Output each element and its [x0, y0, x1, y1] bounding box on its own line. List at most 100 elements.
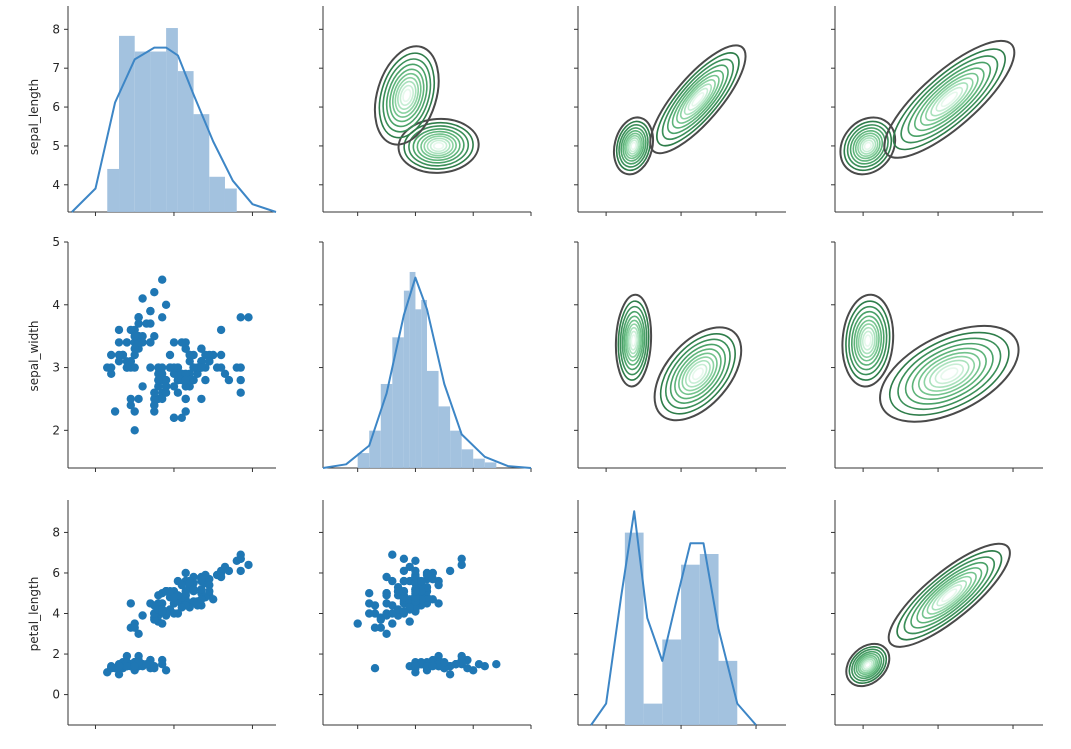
scatter-point: [165, 363, 175, 372]
contour-line: [929, 359, 970, 388]
scatter-point: [201, 350, 210, 360]
contour-line: [624, 132, 643, 160]
contour-line: [373, 45, 440, 146]
axis-labels-layer: sepal_length sepal_width petal_length: [27, 79, 41, 651]
scatter-point: [236, 375, 245, 385]
scatter-point: [422, 662, 432, 671]
scatter-point: [158, 394, 167, 404]
contour-line: [397, 117, 480, 174]
y-tick-label: 4: [52, 298, 60, 312]
contour-line: [389, 68, 425, 123]
contour-line: [391, 72, 422, 118]
scatter-point: [114, 662, 124, 671]
scatter-point: [150, 388, 159, 397]
contour-line: [931, 580, 968, 611]
scatter-point: [114, 338, 124, 347]
scatter-point: [181, 382, 190, 391]
scatter-point: [138, 332, 147, 341]
scatter-point: [370, 601, 380, 610]
scatter-point: [405, 617, 414, 626]
ylabel-row-0: sepal_length: [27, 79, 41, 155]
scatter-point: [434, 651, 443, 661]
panel-0-0: 4 5 6 7 8: [52, 6, 276, 216]
contour-line: [649, 44, 747, 155]
contour-line: [852, 130, 884, 162]
scatter-point: [434, 599, 443, 608]
scatter-point: [411, 587, 420, 596]
scatter-point: [165, 587, 175, 596]
scatter-point: [216, 363, 226, 372]
scatter-point: [376, 623, 385, 632]
scatter-point: [158, 313, 167, 322]
hist-bar: [662, 639, 682, 725]
scatter-point: [161, 388, 171, 397]
scatter-point: [107, 664, 116, 673]
contour-line: [851, 648, 885, 682]
contour-line: [940, 91, 958, 108]
contour-line: [681, 356, 715, 392]
scatter-point: [122, 338, 132, 347]
contour-line: [624, 319, 643, 362]
contour-line: [879, 324, 1020, 423]
scatter-point: [130, 662, 139, 671]
scatter-point: [154, 591, 163, 600]
contour-line: [674, 348, 722, 400]
hist-bar: [643, 703, 663, 725]
kde-line: [590, 510, 757, 726]
scatter-point: [169, 338, 179, 347]
scatter-point: [130, 623, 139, 632]
scatter-point: [181, 375, 190, 385]
contour-line: [918, 351, 981, 396]
scatter-point: [161, 300, 171, 309]
scatter-point: [150, 664, 159, 673]
scatter-point: [130, 426, 139, 435]
scatter-point: [236, 566, 245, 576]
scatter-point: [220, 369, 230, 378]
scatter-point: [422, 570, 432, 580]
contour-line: [661, 58, 734, 141]
contour-line: [622, 130, 645, 162]
contour-line: [864, 661, 872, 669]
contour-line: [687, 87, 709, 111]
scatter-point: [428, 574, 437, 584]
contour-line: [859, 326, 876, 355]
hist-bar: [438, 406, 451, 468]
contour-line: [619, 305, 648, 376]
scatter-point: [126, 599, 135, 608]
scatter-point: [126, 394, 135, 404]
y-tick-label: 2: [52, 647, 60, 661]
contour-line: [845, 642, 891, 688]
scatter-point: [399, 566, 409, 576]
contour-line: [861, 330, 874, 351]
scatter-point: [411, 556, 420, 565]
hist-bar: [624, 532, 644, 725]
contour-line: [630, 141, 637, 151]
contour-line: [897, 337, 1002, 411]
scatter-point: [130, 350, 139, 360]
y-tick-label: 5: [52, 235, 60, 249]
contour-line: [617, 300, 650, 381]
scatter-point: [107, 369, 116, 378]
panel-2-0: 0 2 4 6 8: [52, 500, 276, 729]
scatter-point: [126, 325, 135, 335]
scatter-point: [388, 576, 397, 586]
contour-line: [843, 120, 893, 172]
scatter-point: [201, 375, 210, 385]
scatter-point: [173, 388, 183, 397]
hist-bar: [403, 290, 410, 468]
scatter-point: [399, 576, 409, 586]
contour-line: [656, 52, 740, 147]
scatter-point: [138, 611, 147, 620]
scatter-point: [388, 619, 397, 628]
contour-line: [859, 137, 877, 155]
scatter-point: [169, 382, 179, 391]
scatter-point: [205, 357, 214, 366]
scatter-point: [142, 660, 151, 669]
contour-line: [683, 83, 713, 116]
contour-line: [857, 654, 879, 676]
y-tick-label: 3: [52, 361, 60, 375]
scatter-point: [122, 662, 132, 671]
y-tick-label: 8: [52, 22, 60, 36]
contour-line: [620, 127, 647, 165]
contour-line: [859, 656, 877, 674]
